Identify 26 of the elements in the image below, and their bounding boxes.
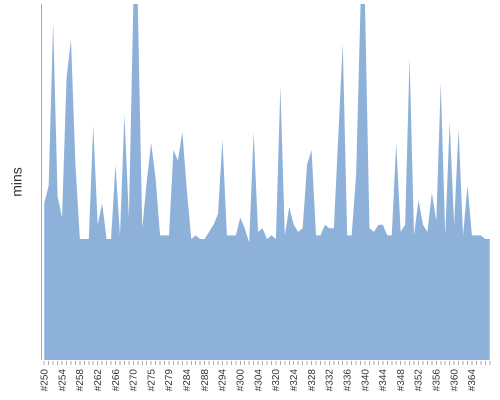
x-tick-label: #352 <box>414 368 425 392</box>
x-tick-label: #348 <box>396 368 407 392</box>
x-tick-label: #360 <box>449 368 460 392</box>
x-tick-label: #266 <box>110 368 122 392</box>
x-tick-label: #279 <box>164 368 176 392</box>
x-tick-label: #324 <box>288 368 300 392</box>
x-tick-label: #364 <box>467 368 478 392</box>
x-tick-label: #356 <box>432 368 443 392</box>
x-tick-label: #258 <box>75 368 86 392</box>
x-tick-label: #344 <box>378 368 390 392</box>
y-axis-title: mins <box>8 167 25 197</box>
x-tick-label: #340 <box>360 368 372 392</box>
x-tick-label: #250 <box>39 368 50 392</box>
x-tick-label: #320 <box>271 368 282 392</box>
x-tick-label: #262 <box>92 368 104 392</box>
x-tick-label: #300 <box>236 368 247 392</box>
x-tick-label: #332 <box>324 368 336 392</box>
x-tick-label: #284 <box>182 368 194 392</box>
x-tick-label: #304 <box>253 368 264 392</box>
x-tick-label: #254 <box>57 368 68 392</box>
x-tick-label: #270 <box>128 368 140 392</box>
x-tick-label: #336 <box>342 368 354 392</box>
x-tick-label: #294 <box>218 368 229 392</box>
x-tick-label: #275 <box>146 368 158 392</box>
x-tick-label: #288 <box>200 368 211 392</box>
x-tick-label: #328 <box>306 368 318 392</box>
